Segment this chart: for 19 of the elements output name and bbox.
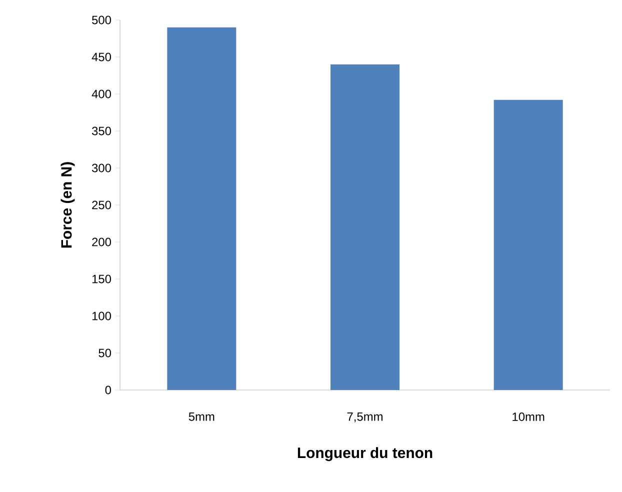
x-tick-label: 5mm xyxy=(188,412,214,421)
y-tick-label: 250 xyxy=(92,200,112,210)
x-tick-label: 7,5mm xyxy=(347,412,382,422)
y-tick-label: 100 xyxy=(92,312,112,320)
y-tick-label: 200 xyxy=(92,238,112,246)
bar xyxy=(494,100,563,390)
x-tick-label: 10mm xyxy=(512,412,544,421)
y-tick-label: 400 xyxy=(92,90,112,98)
y-axis-title: Force (en N) xyxy=(60,162,75,248)
y-tick-label: 500 xyxy=(92,16,112,24)
bar xyxy=(167,27,236,390)
y-tick-label: 50 xyxy=(98,348,112,358)
bar xyxy=(330,64,400,390)
y-tick-label: 0 xyxy=(105,386,112,394)
y-tick-label: 350 xyxy=(92,126,112,136)
x-axis-title: Longueur du tenon xyxy=(298,447,432,462)
y-tick-label: 450 xyxy=(92,52,112,62)
y-tick-label: 150 xyxy=(92,274,112,284)
y-tick-label: 300 xyxy=(92,164,112,172)
